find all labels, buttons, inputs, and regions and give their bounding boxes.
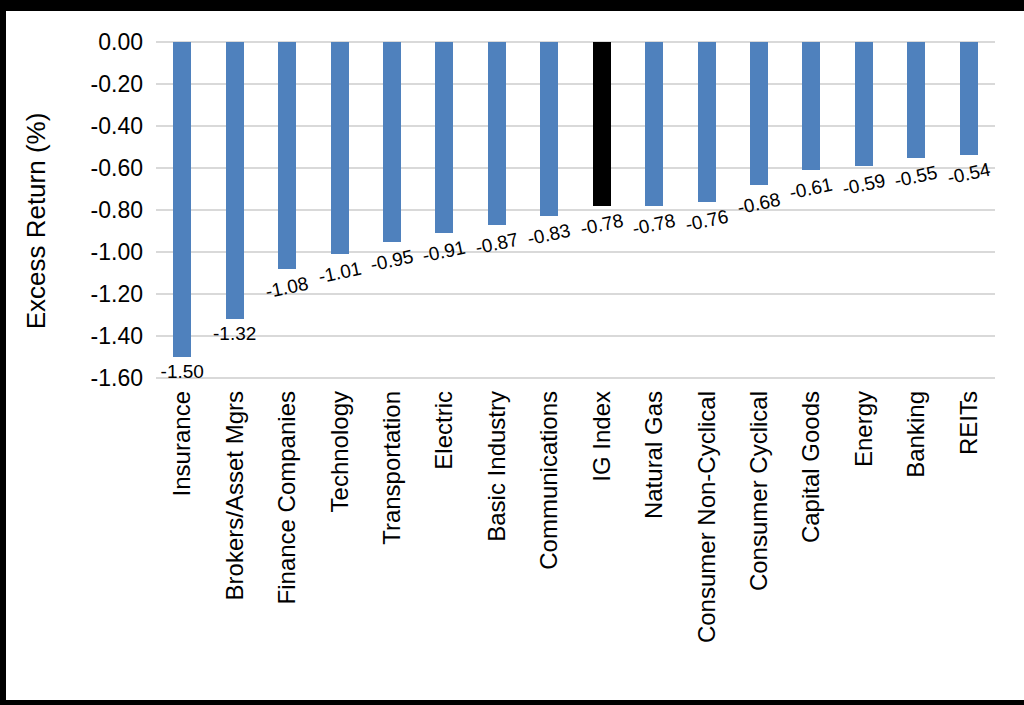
data-label: -0.55 <box>893 161 940 192</box>
bar-electric <box>435 42 453 233</box>
bar-transportation <box>383 42 401 242</box>
category-label-transportation: Transportation <box>380 391 404 545</box>
category-label-natural-gas: Natural Gas <box>642 391 666 519</box>
gridline <box>156 335 995 337</box>
y-axis-tick-label: -0.60 <box>66 155 143 182</box>
category-label-electric: Electric <box>432 391 456 470</box>
bar-consumer-non-cyclical <box>698 42 716 202</box>
bar-banking <box>907 42 925 158</box>
y-axis-tick-label: -0.20 <box>66 71 143 98</box>
category-label-finance-companies: Finance Companies <box>275 391 299 604</box>
bar-insurance <box>173 42 191 357</box>
bar-capital-goods <box>802 42 820 170</box>
data-label: -0.78 <box>578 210 625 241</box>
gridline <box>156 377 995 379</box>
category-label-ig-index: IG Index <box>590 391 614 482</box>
bar-communications <box>540 42 558 216</box>
data-label: -0.59 <box>840 170 887 201</box>
category-label-technology: Technology <box>328 391 352 512</box>
category-label-capital-goods: Capital Goods <box>799 391 823 543</box>
data-label: -0.54 <box>945 159 992 190</box>
y-axis-tick-label: -1.00 <box>66 239 143 266</box>
category-label-consumer-non-cyclical: Consumer Non-Cyclical <box>695 391 719 643</box>
chart-frame: Excess Return (%) 0.00 -0.20 -0.40 -0.60 -0.… <box>0 0 1024 705</box>
category-label-consumer-cyclical: Consumer Cyclical <box>747 391 771 591</box>
data-label: -1.01 <box>316 258 363 289</box>
category-label-insurance: Insurance <box>170 391 194 496</box>
bar-finance-companies <box>278 42 296 269</box>
category-label-energy: Energy <box>852 391 876 467</box>
category-label-brokers-asset-mgrs: Brokers/Asset Mgrs <box>223 391 247 600</box>
data-label: -0.87 <box>473 228 520 259</box>
bar-technology <box>331 42 349 254</box>
bar-highlight-ig-index <box>593 42 611 206</box>
category-label-reits: REITs <box>957 391 981 455</box>
bar-chart: Excess Return (%) 0.00 -0.20 -0.40 -0.60 -0.… <box>6 11 1024 700</box>
bar-brokers-asset-mgrs <box>226 42 244 319</box>
data-label: -1.32 <box>213 323 256 345</box>
bar-natural-gas <box>645 42 663 206</box>
bar-energy <box>855 42 873 166</box>
data-label: -0.83 <box>526 220 573 251</box>
category-label-communications: Communications <box>537 391 561 570</box>
data-label: -0.91 <box>421 237 468 268</box>
data-label: -0.95 <box>368 245 415 276</box>
y-axis-title: Excess Return (%) <box>21 113 52 330</box>
data-label: -0.78 <box>631 210 678 241</box>
bar-consumer-cyclical <box>750 42 768 185</box>
data-label: -1.50 <box>161 361 204 383</box>
y-axis-tick-label: 0.00 <box>66 29 143 56</box>
category-label-banking: Banking <box>904 391 928 478</box>
y-axis-tick-label: -0.80 <box>66 197 143 224</box>
data-label: -0.68 <box>736 189 783 220</box>
y-axis-tick-label: -0.40 <box>66 113 143 140</box>
data-label: -0.61 <box>788 174 835 205</box>
y-axis-tick-label: -1.60 <box>66 365 143 392</box>
bar-basic-industry <box>488 42 506 225</box>
y-axis-tick-label: -1.20 <box>66 281 143 308</box>
data-label: -1.08 <box>264 273 311 304</box>
bar-reits <box>960 42 978 155</box>
category-label-basic-industry: Basic Industry <box>485 391 509 542</box>
y-axis-tick-label: -1.40 <box>66 323 143 350</box>
